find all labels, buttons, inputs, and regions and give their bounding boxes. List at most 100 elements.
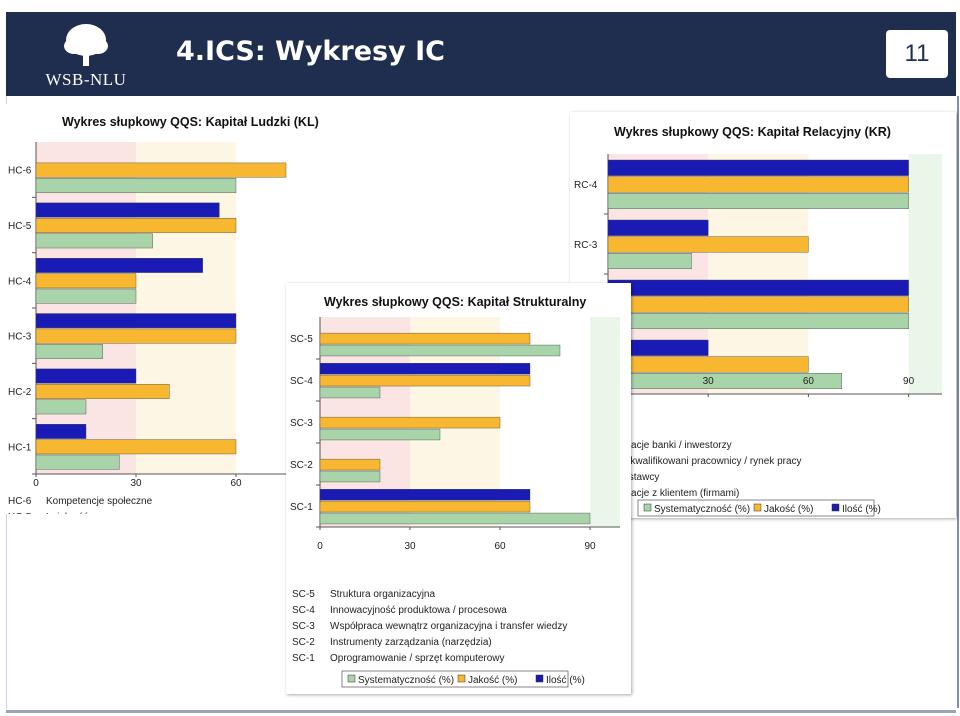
bar-hc-1-s2 [35, 424, 87, 439]
x-tick-label: 90 [903, 376, 915, 387]
bar-sc-1-s1 [319, 500, 531, 513]
legend-description: Współpraca wewnątrz organizacyjna i tran… [330, 621, 567, 632]
bar-hc-2-s0 [35, 399, 87, 415]
x-tick-label: 0 [33, 478, 39, 489]
bar-hc-2-s2 [35, 368, 137, 384]
category-label: SC-2 [290, 460, 313, 471]
x-tick-label: 90 [584, 541, 596, 552]
bar-hc-5-s0 [35, 233, 153, 249]
x-tick-label: 60 [494, 541, 506, 552]
bar-sc-4-s2 [319, 362, 531, 375]
legend-swatch [643, 503, 652, 512]
category-label: RC-3 [574, 240, 598, 251]
legend-description: Kompetencje społeczne [46, 496, 153, 507]
slide-title: 4.ICS: Wykresy IC [176, 36, 445, 67]
legend-description: Lojalność [46, 512, 88, 514]
legend-series-label: Jakość (%) [468, 675, 517, 686]
legend-description: Innowacyjność produktowa / procesowa [330, 605, 507, 616]
category-label: RC-4 [574, 180, 598, 191]
legend-series-label: Jakość (%) [764, 504, 813, 515]
bar-rc-2-s2 [607, 279, 909, 296]
legend-code: SC-3 [292, 621, 315, 632]
legend-code: SC-5 [292, 589, 315, 600]
plot-band [136, 142, 236, 474]
legend-swatch [535, 674, 544, 683]
bar-hc-3-s1 [35, 328, 237, 344]
bar-sc-3-s1 [319, 416, 501, 429]
bar-sc-5-s1 [319, 332, 531, 345]
bar-rc-1-s1 [607, 356, 809, 373]
plot-band [590, 317, 620, 527]
bar-sc-3-s0 [319, 428, 441, 441]
category-label: HC-1 [8, 442, 32, 453]
x-tick-label: 60 [230, 478, 242, 489]
legend-code: SC-2 [292, 637, 315, 648]
legend-swatch [347, 674, 356, 683]
bar-sc-4-s1 [319, 374, 531, 387]
legend-code: HC-6 [8, 496, 32, 507]
bar-rc-4-s1 [607, 176, 909, 193]
legend-description: Struktura organizacyjna [330, 589, 435, 600]
legend-description: Dostawcy [616, 472, 659, 483]
bar-sc-2-s0 [319, 470, 381, 483]
series-legend-box [341, 670, 569, 688]
bar-sc-1-s0 [319, 512, 591, 525]
category-label: SC-3 [290, 418, 313, 429]
page-number: 11 [886, 30, 948, 78]
category-label: HC-5 [8, 221, 32, 232]
bar-rc-4-s2 [607, 159, 909, 176]
bar-hc-2-s1 [35, 384, 170, 399]
slide-header: WSB-NLU 4.ICS: Wykresy IC 11 [6, 12, 956, 96]
chart-kr-svg: Wykres słupkowy QQS: Kapitał Relacyjny (… [574, 125, 942, 517]
category-label: SC-1 [290, 502, 313, 513]
bar-rc-4-s0 [607, 192, 909, 209]
chart-title: Wykres słupkowy QQS: Kapitał Strukturaln… [324, 295, 586, 309]
bar-hc-1-s1 [35, 439, 237, 455]
category-label: HC-4 [8, 276, 32, 287]
legend-description: Relacje banki / inwestorzy [616, 440, 732, 451]
legend-description: Instrumenty zarządzania (narzędzia) [330, 637, 492, 648]
chart-kapital-strukturalny: Wykres słupkowy QQS: Kapitał Strukturaln… [286, 283, 631, 694]
x-tick-label: 30 [703, 376, 715, 387]
bar-rc-2-s0 [607, 312, 909, 329]
bar-rc-2-s1 [607, 296, 909, 313]
bottom-divider [6, 710, 956, 713]
legend-code: SC-1 [292, 653, 315, 664]
category-label: HC-2 [8, 387, 32, 398]
chart-kapital-relacyjny: Wykres słupkowy QQS: Kapitał Relacyjny (… [570, 112, 956, 518]
legend-swatch [457, 674, 466, 683]
x-tick-label: 30 [130, 478, 142, 489]
legend-swatch [831, 503, 840, 512]
x-tick-label: 0 [317, 541, 323, 552]
bar-hc-5-s1 [35, 218, 237, 233]
bar-hc-1-s0 [35, 454, 120, 470]
bar-hc-4-s0 [35, 288, 137, 304]
legend-series-label: Ilość (%) [546, 675, 585, 686]
bar-hc-4-s2 [35, 257, 203, 273]
logo-text: WSB-NLU [45, 70, 127, 89]
bar-rc-3-s0 [607, 252, 692, 269]
category-label: HC-6 [8, 166, 32, 177]
bar-hc-3-s0 [35, 344, 103, 359]
tree-icon [64, 24, 108, 66]
legend-swatch [753, 503, 762, 512]
bar-sc-2-s1 [319, 458, 381, 471]
bar-sc-1-s2 [319, 488, 531, 501]
bar-hc-6-s0 [35, 178, 237, 193]
bar-rc-3-s2 [607, 219, 709, 236]
category-label: SC-5 [290, 334, 313, 345]
bar-sc-4-s0 [319, 386, 381, 399]
legend-description: Relacje z klientem (firmami) [616, 488, 739, 499]
legend-code: HC-5 [8, 512, 32, 514]
plot-band [36, 142, 136, 474]
legend-series-label: Systematyczność (%) [654, 504, 750, 515]
bar-sc-5-s0 [319, 344, 561, 357]
bar-rc-3-s1 [607, 236, 809, 253]
legend-series-label: Ilość (%) [842, 504, 881, 515]
wsb-nlu-logo: WSB-NLU [26, 22, 146, 92]
x-tick-label: 60 [803, 376, 815, 387]
chart-title: Wykres słupkowy QQS: Kapitał Ludzki (KL) [62, 115, 319, 129]
legend-description: Oprogramowanie / sprzęt komputerowy [330, 653, 505, 664]
bar-hc-5-s2 [35, 202, 220, 218]
legend-description: Wykwalifikowani pracownicy / rynek pracy [616, 456, 802, 467]
